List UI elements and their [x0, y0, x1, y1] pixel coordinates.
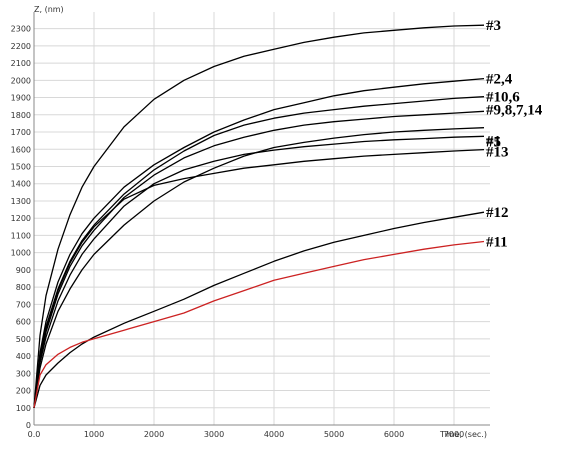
curve-labels: #3 #2,4 #10,6#9,8,7,14 #5#1#13 #12 #11: [486, 18, 543, 250]
curve-label: #5: [486, 135, 501, 151]
y-tick-label: 700: [16, 300, 31, 309]
y-tick-label: 2300: [11, 25, 31, 34]
x-tick-label: 6000: [384, 430, 404, 439]
y-tick-label: 800: [16, 283, 31, 292]
y-tick-label: 2200: [11, 42, 31, 51]
y-tick-label: 900: [16, 266, 31, 275]
series-line: [33, 110, 485, 408]
y-tick-label: 600: [16, 318, 31, 327]
y-axis-title: Z, (nm): [34, 5, 64, 14]
x-tick-label: 3000: [204, 430, 224, 439]
curve-label: #13: [486, 145, 509, 161]
series-line: [33, 127, 485, 408]
curve-label: #2,4: [486, 72, 513, 88]
curve-label: #10,6: [486, 90, 520, 106]
series-line: [33, 148, 485, 408]
series-lines: [33, 24, 485, 408]
y-tick-label: 300: [16, 369, 31, 378]
y-tick-label: 1100: [11, 231, 31, 240]
y-tick-label: 1900: [11, 94, 31, 103]
series-line: [33, 24, 485, 408]
y-tick-label: 1800: [11, 111, 31, 120]
y-tick-label: 500: [16, 335, 31, 344]
x-tick-label: 5000: [324, 430, 344, 439]
x-tick-label: 4000: [264, 430, 284, 439]
y-tick-label: 200: [16, 387, 31, 396]
y-tick-label: 1600: [11, 145, 31, 154]
y-tick-label: 2100: [11, 59, 31, 68]
curve-label: #1: [486, 133, 501, 149]
y-tick-label: 1000: [11, 249, 31, 258]
x-tick-label: 7000: [444, 430, 464, 439]
series-line: [33, 77, 485, 408]
y-tick-label: 1200: [11, 214, 31, 223]
curve-label: #11: [486, 234, 508, 250]
curve-label: #9,8,7,14: [486, 102, 543, 118]
curve-label: #12: [486, 205, 509, 221]
y-tick-label: 1400: [11, 180, 31, 189]
y-tick-label: 1700: [11, 128, 31, 137]
axes: [33, 12, 490, 426]
curve-label: #3: [486, 18, 501, 34]
x-tick-label: 1000: [84, 430, 104, 439]
x-tick-labels: 0.0 1000 2000 3000 4000 5000 6000 7000: [28, 430, 465, 439]
series-line: [33, 211, 485, 408]
series-line: [33, 96, 485, 408]
series-line: [33, 240, 485, 408]
series-line: [33, 135, 485, 408]
y-tick-label: 100: [16, 404, 31, 413]
x-axis-title: Time, (sec.): [439, 430, 487, 439]
y-tick-label: 400: [16, 352, 31, 361]
y-tick-label: 1300: [11, 197, 31, 206]
x-tick-label: 2000: [144, 430, 164, 439]
y-tick-label: 1500: [11, 162, 31, 171]
x-tick-label: 0.0: [28, 430, 41, 439]
y-tick-label: 0: [26, 421, 31, 430]
y-tick-label: 2000: [11, 76, 31, 85]
y-tick-labels: 0 100 200 300 400 500 600 700 800 900 1000 1100 1200…: [11, 25, 31, 430]
